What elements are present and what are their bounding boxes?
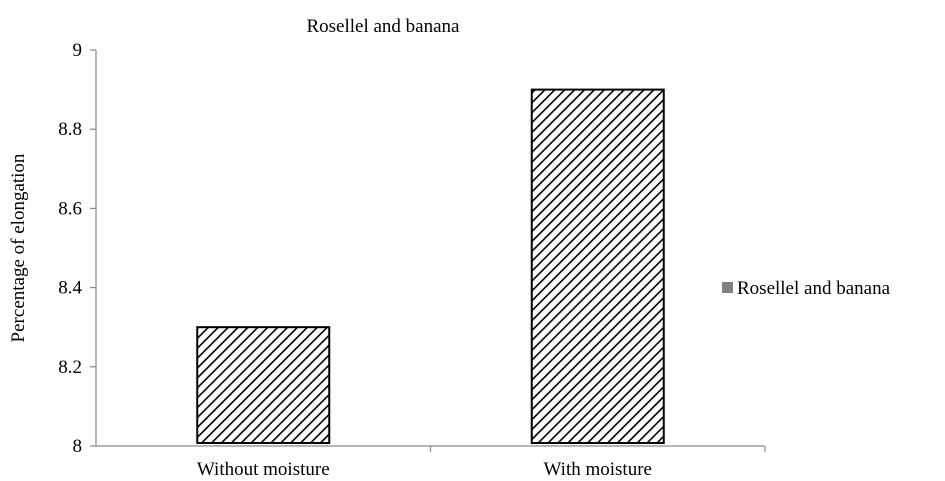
y-tick-label: 9 (73, 40, 83, 61)
x-category-label: With moisture (544, 459, 652, 480)
bars (196, 88, 665, 445)
legend-swatch (722, 282, 733, 293)
chart-title: Rosellel and banana (306, 16, 460, 37)
bar-with-moisture (530, 88, 665, 444)
y-tick-label: 8.6 (58, 198, 82, 219)
x-axis-categories: Without moisture With moisture (197, 446, 766, 480)
x-category-label: Without moisture (197, 459, 330, 480)
y-tick-label: 8.2 (58, 357, 82, 378)
legend-label: Rosellel and banana (737, 278, 891, 299)
y-axis-ticks: 8 8.2 8.4 8.6 8.8 9 (58, 40, 96, 457)
bar-without-moisture (196, 326, 331, 445)
y-axis-label: Percentage of elongation (8, 153, 29, 342)
y-tick-label: 8.8 (58, 119, 82, 140)
y-tick-label: 8 (73, 436, 83, 457)
legend: Rosellel and banana (722, 278, 891, 299)
y-tick-label: 8.4 (58, 278, 82, 299)
